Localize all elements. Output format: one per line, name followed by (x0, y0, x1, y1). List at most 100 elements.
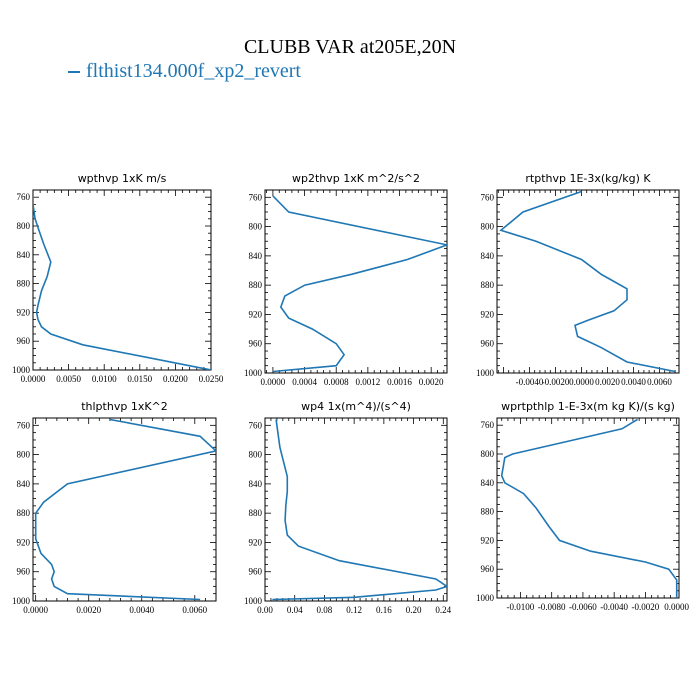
y-tick-label: 760 (249, 192, 263, 202)
y-tick-label: 840 (17, 479, 31, 489)
y-tick-label: 960 (249, 567, 263, 577)
panel-3: rtpthvp 1E-3x(kg/kg) K 760 800 840 880 920 960… (476, 172, 680, 387)
y-tick-label: 800 (17, 450, 31, 460)
y-tick-label: 760 (249, 420, 263, 430)
y-tick-label: 840 (481, 478, 495, 488)
y-tick-label: 840 (249, 251, 263, 261)
y-tick-label: 800 (17, 221, 31, 231)
y-tick-label: 920 (17, 307, 31, 317)
y-tick-label: 840 (17, 250, 31, 260)
x-tick-label: 0.0200 (163, 374, 188, 384)
x-tick-label: 0.0020 (419, 377, 444, 387)
series-line (500, 418, 678, 598)
x-tick-label: 0.0000 (569, 377, 594, 387)
x-tick-label: -0.0100 (507, 602, 535, 612)
y-tick-label: 760 (481, 420, 495, 430)
x-tick-label: -0.0040 (600, 602, 628, 612)
x-tick-label: 0.04 (287, 605, 303, 615)
series-line (499, 190, 676, 373)
x-tick-label: 0.0000 (23, 605, 48, 615)
panel-5: wp4 1x(m^4)/(s^4)76080084088092096010000… (244, 400, 452, 615)
panel-title: wp4 1x(m^4)/(s^4) (301, 400, 411, 413)
x-tick-label: -0.0080 (538, 602, 566, 612)
x-tick-label: 0.12 (346, 605, 362, 615)
x-tick-label: 0.20 (406, 605, 422, 615)
y-tick-label: 920 (17, 537, 31, 547)
y-tick-label: 880 (481, 507, 495, 517)
x-tick-label: 0.0000 (21, 374, 46, 384)
y-tick-label: 880 (17, 279, 31, 289)
x-tick-label: 0.0050 (56, 374, 81, 384)
x-tick-label: 0.0060 (182, 605, 207, 615)
y-tick-label: 800 (249, 222, 263, 232)
x-tick-label: 0.0040 (621, 377, 646, 387)
series-line (33, 191, 211, 370)
x-tick-label: -0.0020 (632, 602, 660, 612)
x-tick-label: 0.0020 (595, 377, 620, 387)
y-tick-label: 1000 (12, 365, 31, 375)
plot-frame (264, 417, 448, 602)
plot-frame (496, 417, 680, 599)
x-tick-label: 0.0008 (324, 377, 349, 387)
x-tick-label: 0.0000 (664, 602, 689, 612)
y-tick-label: 960 (17, 336, 31, 346)
x-tick-label: 0.00 (257, 605, 273, 615)
y-tick-label: 760 (481, 192, 495, 202)
y-tick-label: 880 (249, 280, 263, 290)
x-tick-label: 0.0100 (92, 374, 117, 384)
y-tick-label: 1000 (244, 596, 263, 606)
y-tick-label: 960 (17, 567, 31, 577)
panel-2: wp2thvp 1xK m^2/s^2 760 800 840 880 920 960 100… (244, 172, 448, 387)
x-tick-label: -0.0060 (569, 602, 597, 612)
legend: flthist134.000f_xp2_revert (68, 60, 301, 83)
x-tick-label: -0.0020 (542, 377, 570, 387)
y-tick-label: 1000 (476, 368, 495, 378)
y-tick-label: 880 (249, 508, 263, 518)
plot-frame (32, 417, 217, 602)
y-tick-label: 880 (481, 280, 495, 290)
x-tick-label: 0.0012 (355, 377, 380, 387)
y-tick-label: 1000 (244, 368, 263, 378)
x-tick-label: 0.08 (317, 605, 333, 615)
y-tick-label: 1000 (476, 593, 495, 603)
series-line (272, 419, 447, 601)
x-tick-label: 0.0000 (261, 377, 286, 387)
x-tick-label: 0.24 (435, 605, 451, 615)
y-tick-label: 800 (249, 450, 263, 460)
panel-title: rtpthvp 1E-3x(kg/kg) K (525, 172, 651, 185)
y-tick-label: 920 (249, 537, 263, 547)
x-tick-label: 0.16 (376, 605, 392, 615)
y-tick-label: 760 (17, 420, 31, 430)
x-tick-label: -0.0040 (516, 377, 544, 387)
y-tick-label: 840 (249, 479, 263, 489)
panel-title: wprtpthlp 1-E-3x(m kg K)/(s kg) (501, 400, 675, 413)
y-tick-label: 800 (481, 222, 495, 232)
panel-title: wp2thvp 1xK m^2/s^2 (292, 172, 420, 185)
series-line (272, 195, 447, 373)
y-tick-label: 920 (481, 309, 495, 319)
y-tick-label: 960 (249, 339, 263, 349)
y-tick-label: 760 (17, 192, 31, 202)
y-tick-label: 920 (249, 309, 263, 319)
y-tick-label: 960 (481, 564, 495, 574)
y-tick-label: 920 (481, 535, 495, 545)
plot-frame (264, 189, 448, 374)
x-tick-label: 0.0060 (647, 377, 672, 387)
y-tick-label: 840 (481, 251, 495, 261)
panel-4: thlpthvp 1xK^276080084088092096010000.00… (12, 400, 217, 615)
panel-6: wprtpthlp 1-E-3x(m kg K)/(s kg) 760 800 840… (476, 400, 690, 612)
legend-swatch (68, 71, 80, 74)
x-tick-label: 0.0004 (292, 377, 317, 387)
plot-frame (32, 189, 212, 371)
panel-title: thlpthvp 1xK^2 (81, 400, 168, 413)
y-tick-label: 960 (481, 339, 495, 349)
plot-frame (496, 189, 680, 374)
x-tick-label: 0.0250 (199, 374, 224, 384)
y-tick-label: 880 (17, 508, 31, 518)
x-tick-label: 0.0040 (129, 605, 154, 615)
series-line (34, 418, 216, 601)
y-tick-label: 800 (481, 449, 495, 459)
panel-1: wpthvp 1xK m/s76080084088092096010000.00… (12, 172, 224, 384)
x-tick-label: 0.0016 (387, 377, 412, 387)
